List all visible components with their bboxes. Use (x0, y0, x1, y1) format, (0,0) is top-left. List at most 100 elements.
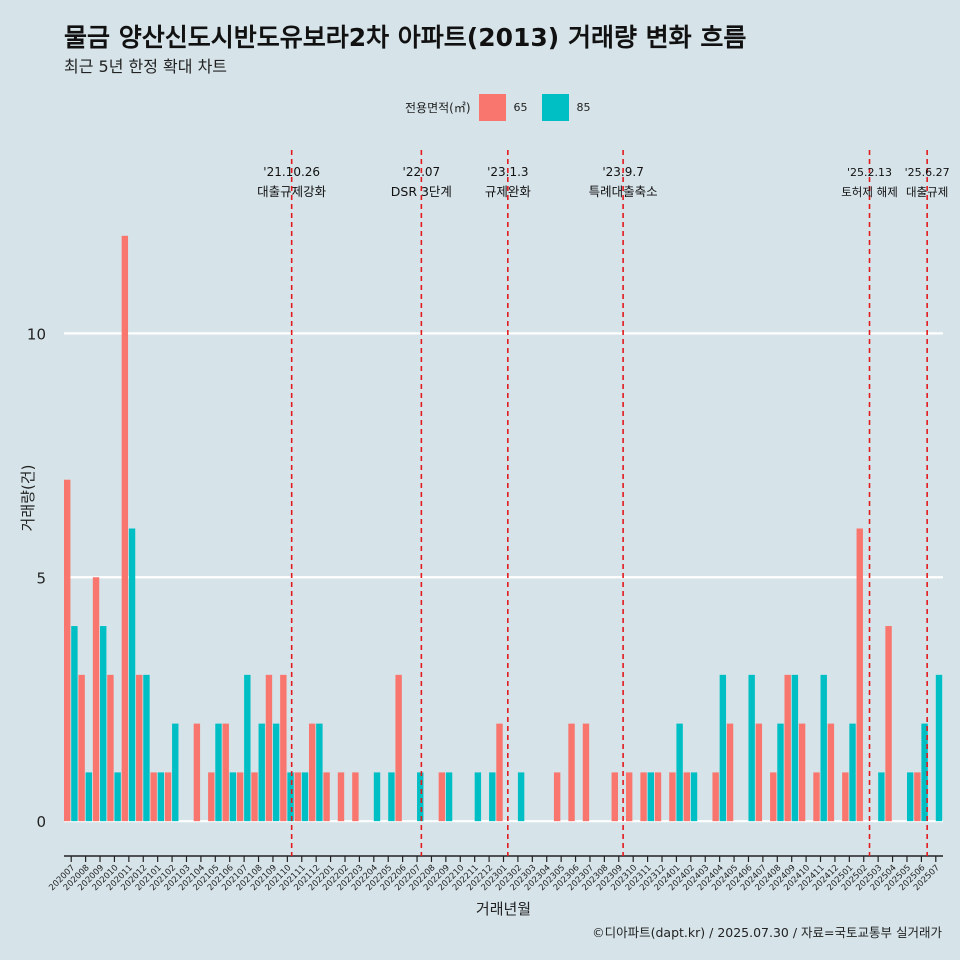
bar (236, 772, 244, 822)
bar (280, 674, 287, 822)
chart-subtitle: 최근 5년 한정 확대 차트 (64, 57, 228, 76)
bar (121, 235, 129, 822)
bar (215, 723, 222, 822)
bar (517, 772, 525, 822)
bar (251, 772, 258, 822)
bar (712, 772, 719, 822)
legend-label-85: 85 (576, 100, 591, 114)
event-name-label: 대출규제강화 (257, 184, 327, 199)
bar (489, 772, 496, 822)
bar (92, 577, 100, 822)
bar (676, 723, 683, 822)
source-caption: ©디아파트(dapt.kr) / 2025.07.30 / 자료=국토교통부 실… (592, 925, 942, 940)
bar (229, 772, 237, 822)
bar (791, 674, 799, 822)
bar (107, 674, 114, 822)
event-date-label: '21.10.26 (263, 165, 320, 179)
bar (438, 772, 446, 822)
bar (640, 772, 647, 822)
bar (935, 674, 943, 822)
bar (906, 772, 914, 822)
bar (128, 528, 136, 822)
bar (878, 772, 885, 822)
bar (553, 772, 561, 822)
bar (683, 772, 691, 822)
y-tick-label: 0 (36, 813, 46, 831)
y-tick-label: 10 (27, 325, 46, 343)
bar (496, 723, 503, 822)
bar (85, 772, 93, 822)
bar (813, 772, 820, 822)
bar (654, 772, 662, 822)
bar (849, 723, 856, 822)
event-date-label: '22.07 (403, 165, 441, 179)
bar (172, 723, 179, 822)
chart-title: 물금 양산신도시반도유보라2차 아파트(2013) 거래량 변화 흐름 (64, 23, 747, 52)
event-date-label: '25.6.27 (905, 166, 950, 179)
bar (827, 723, 835, 822)
bar (265, 674, 273, 822)
bar (222, 723, 229, 822)
bar (294, 772, 301, 822)
bar (388, 772, 395, 822)
bar (78, 674, 85, 822)
bar (647, 772, 655, 822)
event-date-label: '23.9.7 (602, 165, 643, 179)
bar (921, 723, 928, 822)
y-axis-title: 거래량(건) (19, 465, 37, 532)
bar (258, 723, 265, 822)
bar (568, 723, 575, 822)
legend-swatch-85 (541, 93, 569, 121)
event-name-label: DSR 3단계 (391, 184, 452, 199)
bar (669, 772, 676, 822)
bar (395, 674, 402, 822)
bar (136, 674, 143, 822)
bar (193, 723, 201, 822)
event-name-label: 대출규제 (906, 185, 948, 199)
y-tick-label: 5 (36, 569, 46, 587)
bar (885, 626, 892, 822)
bar (784, 674, 791, 822)
legend-label-65: 65 (513, 100, 528, 114)
bar (143, 674, 150, 822)
bar (820, 674, 827, 822)
bar (842, 772, 849, 822)
legend-swatch-65 (478, 93, 506, 121)
event-name-label: 특례대출축소 (589, 184, 658, 199)
bar (316, 723, 323, 822)
bar (719, 674, 727, 822)
bar (208, 772, 215, 822)
bar (301, 772, 309, 822)
bar (474, 772, 482, 822)
bar (150, 772, 157, 822)
event-name-label: 규제완화 (485, 184, 532, 199)
bar (755, 723, 763, 822)
event-name-label: 토허제 해제 (841, 185, 898, 199)
event-date-label: '23.1.3 (487, 165, 528, 179)
bar (856, 528, 863, 822)
bar (798, 723, 806, 822)
bar (114, 772, 121, 822)
bar (748, 674, 755, 822)
bar (323, 772, 330, 822)
bar (625, 772, 633, 822)
bar (582, 723, 590, 822)
bar (373, 772, 381, 822)
bar (914, 772, 921, 822)
bar (690, 772, 698, 822)
bar (244, 674, 251, 822)
bar (64, 479, 71, 822)
bar (445, 772, 453, 822)
bar (611, 772, 618, 822)
bar (337, 772, 345, 822)
bar (100, 626, 107, 822)
bar (770, 772, 777, 822)
bar (417, 772, 424, 822)
event-date-label: '25.2.13 (847, 166, 892, 179)
bar (777, 723, 784, 822)
bar (352, 772, 359, 822)
bar (157, 772, 165, 822)
x-axis-title: 거래년월 (476, 900, 531, 918)
bar (272, 723, 280, 822)
